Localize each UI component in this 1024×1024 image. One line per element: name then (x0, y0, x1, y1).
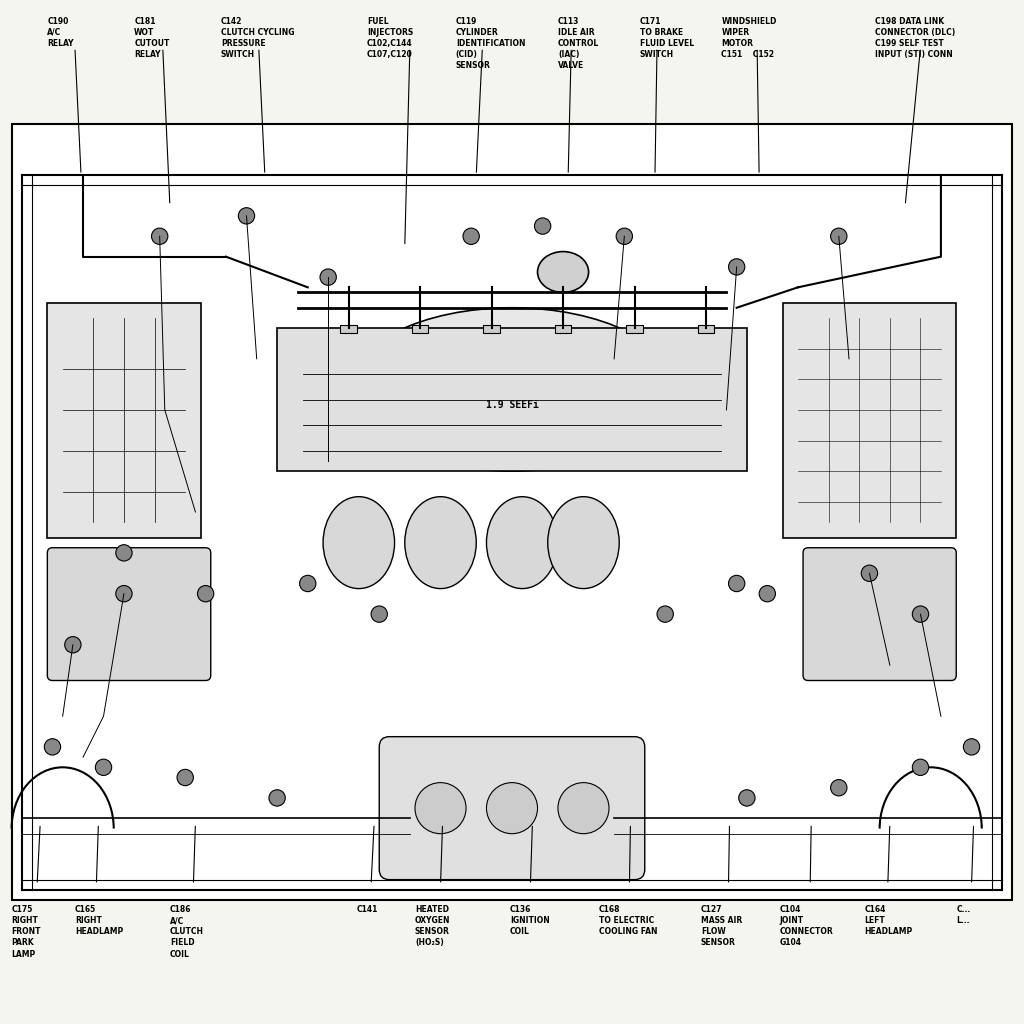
Text: C164
LEFT
HEADLAMP: C164 LEFT HEADLAMP (864, 905, 912, 936)
Circle shape (964, 738, 980, 755)
Circle shape (321, 269, 336, 286)
Circle shape (616, 228, 633, 245)
Circle shape (44, 738, 60, 755)
Circle shape (738, 790, 755, 806)
Circle shape (239, 208, 255, 224)
FancyBboxPatch shape (782, 303, 956, 538)
Circle shape (463, 228, 479, 245)
Circle shape (116, 545, 132, 561)
Text: FUEL
INJECTORS
C102,C144
C107,C120: FUEL INJECTORS C102,C144 C107,C120 (367, 16, 414, 59)
Text: C104
JOINT
CONNECTOR
G104: C104 JOINT CONNECTOR G104 (779, 905, 834, 947)
Ellipse shape (548, 497, 620, 589)
Circle shape (657, 606, 674, 623)
Circle shape (830, 228, 847, 245)
Circle shape (535, 218, 551, 234)
Circle shape (371, 606, 387, 623)
Text: C168
TO ELECTRIC
COOLING FAN: C168 TO ELECTRIC COOLING FAN (599, 905, 657, 936)
Bar (483, 325, 500, 333)
Text: C141: C141 (356, 905, 378, 914)
FancyBboxPatch shape (278, 328, 746, 471)
Text: C119
CYLINDER
IDENTIFICATION
(CID)
SENSOR: C119 CYLINDER IDENTIFICATION (CID) SENSO… (456, 16, 525, 70)
Text: C...
L...: C... L... (956, 905, 971, 926)
Circle shape (728, 259, 744, 275)
Circle shape (300, 575, 316, 592)
Text: C171
TO BRAKE
FLUID LEVEL
SWITCH: C171 TO BRAKE FLUID LEVEL SWITCH (640, 16, 694, 59)
FancyBboxPatch shape (379, 736, 645, 880)
Circle shape (95, 759, 112, 775)
Circle shape (486, 782, 538, 834)
Text: C113
IDLE AIR
CONTROL
(IAC)
VALVE: C113 IDLE AIR CONTROL (IAC) VALVE (558, 16, 599, 70)
Text: C175
RIGHT
FRONT
PARK
LAMP: C175 RIGHT FRONT PARK LAMP (11, 905, 41, 958)
Bar (555, 325, 571, 333)
Circle shape (912, 759, 929, 775)
Text: C136
IGNITION
COIL: C136 IGNITION COIL (510, 905, 550, 936)
FancyBboxPatch shape (47, 548, 211, 681)
Circle shape (861, 565, 878, 582)
Circle shape (116, 586, 132, 602)
Text: C165
RIGHT
HEADLAMP: C165 RIGHT HEADLAMP (75, 905, 123, 936)
FancyBboxPatch shape (11, 124, 1013, 900)
Circle shape (912, 606, 929, 623)
Text: HEATED
OXYGEN
SENSOR
(HO₂S): HEATED OXYGEN SENSOR (HO₂S) (415, 905, 451, 947)
Text: C142
CLUTCH CYCLING
PRESSURE
SWITCH: C142 CLUTCH CYCLING PRESSURE SWITCH (221, 16, 295, 59)
Text: WINDSHIELD
WIPER
MOTOR
C151    C152: WINDSHIELD WIPER MOTOR C151 C152 (721, 16, 777, 59)
Ellipse shape (348, 308, 676, 471)
Ellipse shape (324, 497, 394, 589)
Text: C198 DATA LINK
CONNECTOR (DLC)
C199 SELF TEST
INPUT (STI) CONN: C198 DATA LINK CONNECTOR (DLC) C199 SELF… (874, 16, 954, 59)
Text: C190
A/C
RELAY: C190 A/C RELAY (47, 16, 74, 48)
Text: C127
MASS AIR
FLOW
SENSOR: C127 MASS AIR FLOW SENSOR (700, 905, 742, 947)
Text: C186
A/C
CLUTCH
FIELD
COIL: C186 A/C CLUTCH FIELD COIL (170, 905, 204, 958)
Circle shape (269, 790, 286, 806)
Ellipse shape (486, 497, 558, 589)
Circle shape (728, 575, 744, 592)
Circle shape (759, 586, 775, 602)
Circle shape (830, 779, 847, 796)
Text: 1.9 SEEFi: 1.9 SEEFi (485, 399, 539, 410)
Circle shape (152, 228, 168, 245)
Bar (698, 325, 714, 333)
Circle shape (415, 782, 466, 834)
Bar (627, 325, 643, 333)
FancyBboxPatch shape (803, 548, 956, 681)
Bar (412, 325, 428, 333)
Text: C181
WOT
CUTOUT
RELAY: C181 WOT CUTOUT RELAY (134, 16, 170, 59)
Circle shape (177, 769, 194, 785)
Circle shape (558, 782, 609, 834)
Bar (340, 325, 356, 333)
Circle shape (65, 637, 81, 653)
FancyBboxPatch shape (47, 303, 201, 538)
Circle shape (198, 586, 214, 602)
Ellipse shape (404, 497, 476, 589)
Ellipse shape (538, 252, 589, 293)
